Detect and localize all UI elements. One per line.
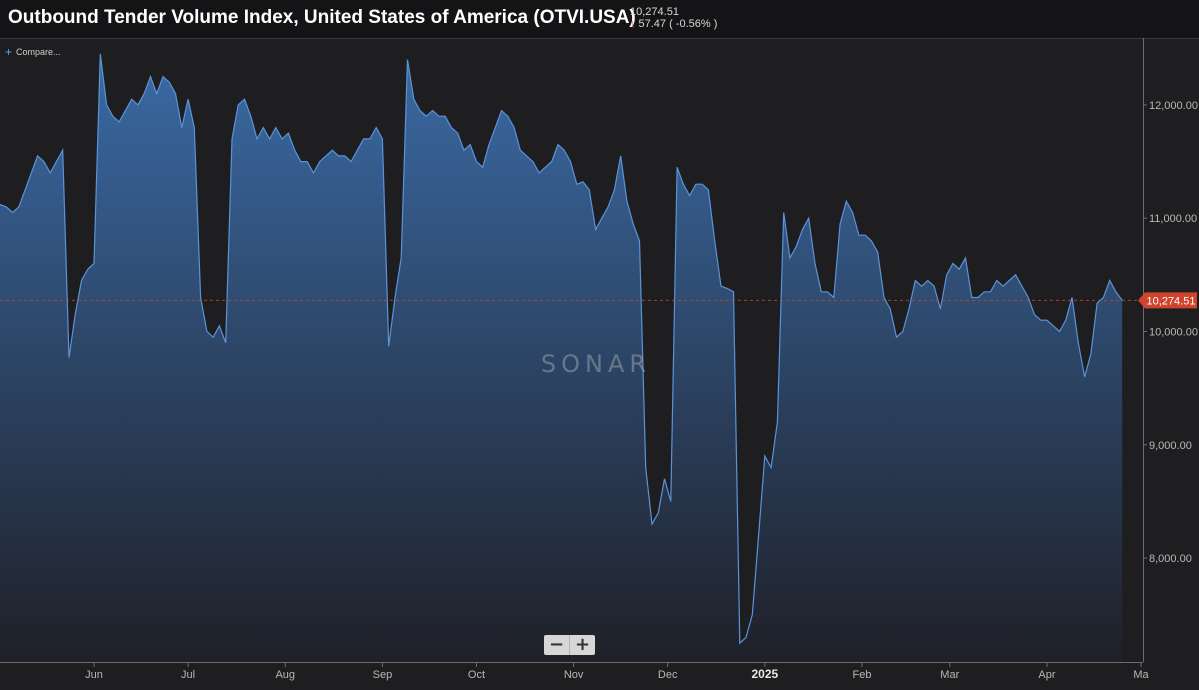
series-line <box>0 53 1123 645</box>
zoom-out-button[interactable]: − <box>548 634 565 655</box>
x-tick-label: Oct <box>468 669 485 681</box>
y-tick-label: 9,000.00 <box>1149 440 1192 452</box>
compare-button[interactable]: + Compare... <box>5 45 61 59</box>
x-tick-label: Apr <box>1038 669 1055 681</box>
x-tick-label: Jul <box>181 669 195 681</box>
y-tick-label: 8,000.00 <box>1149 553 1192 565</box>
x-tick-label: Sep <box>373 669 393 681</box>
x-tick-label: 2025 <box>751 667 778 681</box>
sonar-watermark: SONAR <box>541 350 651 378</box>
chart-header: Outbound Tender Volume Index, United Sta… <box>0 0 1199 39</box>
x-tick-label: Nov <box>564 669 584 681</box>
current-value-label: 10,274.51 <box>1147 295 1196 307</box>
chart-area[interactable]: SONAR 8,000.00 9,000.00 10,000.00 11,000.00… <box>0 38 1199 690</box>
x-tick-label: Mar <box>940 669 959 681</box>
chart-title: Outbound Tender Volume Index, United Sta… <box>8 7 636 28</box>
x-tick-label: Ma <box>1133 669 1149 681</box>
change-value: ↓ 57.47 ( -0.56% ) <box>630 18 717 30</box>
x-tick-label: Dec <box>658 669 678 681</box>
change-text: 57.47 ( -0.56% ) <box>638 18 718 30</box>
arrow-down-icon: ↓ <box>630 18 636 30</box>
plus-icon: + <box>5 45 13 59</box>
x-tick-label: Jun <box>85 669 103 681</box>
last-value: 10,274.51 <box>630 6 679 18</box>
current-value-tag <box>1138 292 1197 309</box>
zoom-controls: − + <box>544 635 595 655</box>
x-tick-label: Feb <box>853 669 872 681</box>
y-tick-label: 10,000.00 <box>1149 327 1198 339</box>
y-tick-label: 12,000.00 <box>1149 100 1198 112</box>
compare-label: Compare... <box>16 47 61 57</box>
zoom-in-button[interactable]: + <box>569 635 595 655</box>
x-tick-label: Aug <box>275 669 295 681</box>
series-area <box>0 53 1123 662</box>
quote-box: 10,274.51 ↓ 57.47 ( -0.56% ) <box>630 6 717 30</box>
y-tick-label: 11,000.00 <box>1149 213 1197 225</box>
